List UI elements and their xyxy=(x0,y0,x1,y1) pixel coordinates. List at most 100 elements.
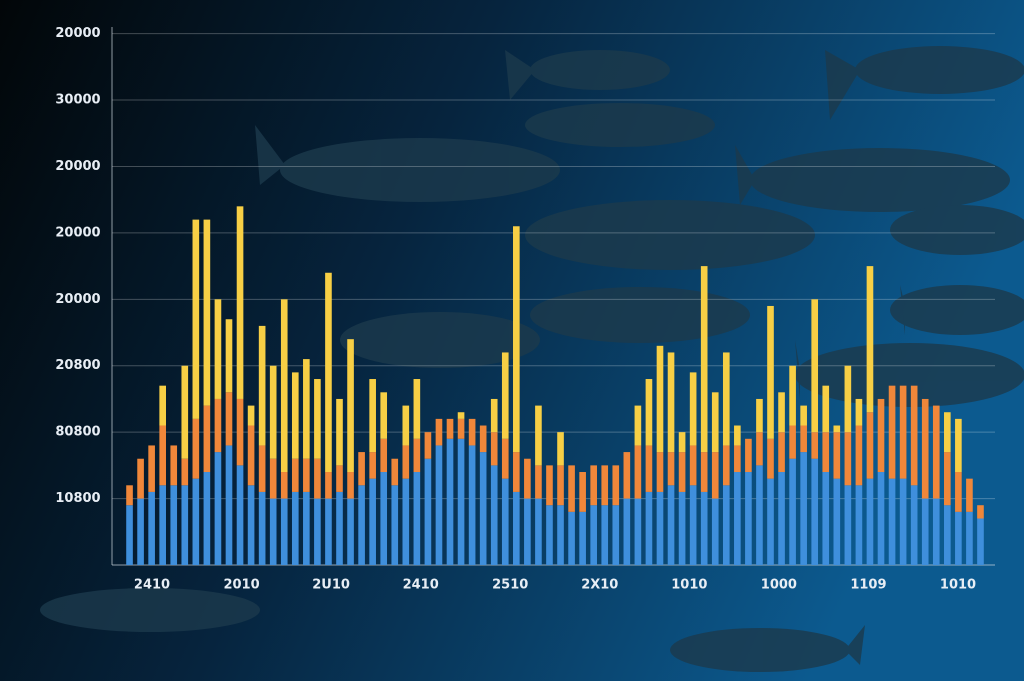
bar-segment xyxy=(955,472,962,512)
bar-segment xyxy=(479,425,487,453)
bar-segment xyxy=(457,412,465,419)
bar-segment xyxy=(678,491,686,565)
bar-segment xyxy=(214,299,222,399)
bar-segment xyxy=(612,505,620,565)
bar-segment xyxy=(170,485,178,565)
bar-segment xyxy=(667,485,675,565)
bar-segment xyxy=(203,219,211,406)
bar-segment xyxy=(557,432,564,466)
bar-segment xyxy=(689,372,697,446)
bar-segment xyxy=(535,498,542,565)
bar-segment xyxy=(236,398,244,466)
bar-segment xyxy=(314,458,321,499)
bar-segment xyxy=(612,465,620,506)
bar-segment xyxy=(126,485,133,506)
bar-segment xyxy=(722,445,730,486)
bar-segment xyxy=(479,452,487,565)
bar-segment xyxy=(347,472,354,499)
bar-segment xyxy=(767,438,774,479)
bar-segment xyxy=(126,505,133,565)
bar-segment xyxy=(800,452,807,565)
bar-segment xyxy=(932,498,940,565)
bar-segment xyxy=(291,458,299,492)
bar-segment xyxy=(291,491,299,565)
bar-segment xyxy=(225,392,233,446)
bar-segment xyxy=(192,418,200,479)
x-tick-label: 1109 xyxy=(850,578,886,593)
bar-segment xyxy=(877,398,885,473)
y-tick-label: 20000 xyxy=(55,159,100,174)
bar-segment xyxy=(468,445,476,565)
bar-segment xyxy=(734,472,741,565)
bar-segment xyxy=(811,458,819,565)
bar-segment xyxy=(844,432,852,486)
bar-segment xyxy=(424,458,432,565)
bar-segment xyxy=(225,319,233,393)
bar-segment xyxy=(380,472,388,565)
x-tick-label: 1000 xyxy=(761,578,797,593)
bar-segment xyxy=(513,491,520,565)
bar-segment xyxy=(159,385,166,426)
bar-segment xyxy=(977,505,984,519)
bar-segment xyxy=(325,472,332,499)
bar-segment xyxy=(303,359,310,459)
bar-segment xyxy=(236,465,244,565)
bar-segment xyxy=(214,398,222,453)
bar-segment xyxy=(590,505,597,565)
bar-segment xyxy=(258,491,266,565)
bar-segment xyxy=(921,398,929,499)
bar-segment xyxy=(557,465,564,506)
bar-segment xyxy=(137,458,144,499)
bar-segment xyxy=(490,432,498,466)
fish-decoration xyxy=(40,46,1024,672)
bar-segment xyxy=(590,465,597,506)
bar-segment xyxy=(369,379,376,453)
bar-segment xyxy=(888,478,896,565)
bar-segment xyxy=(745,438,752,473)
bar-segment xyxy=(811,299,819,433)
bar-segment xyxy=(513,452,520,492)
bar-segment xyxy=(634,405,642,446)
bar-segment xyxy=(446,418,454,439)
bar-segment xyxy=(789,425,796,459)
bar-segment xyxy=(435,418,443,446)
bar-segment xyxy=(778,432,785,473)
bar-segment xyxy=(789,365,796,426)
bar-segment xyxy=(689,445,697,486)
bar-segment xyxy=(358,452,365,486)
bar-segment xyxy=(822,432,830,473)
x-tick-label: 2510 xyxy=(492,578,528,593)
bar-segment xyxy=(369,478,376,565)
bar-segment xyxy=(413,472,421,565)
bar-segment xyxy=(546,465,553,506)
bar-segment xyxy=(844,365,852,433)
bar-segment xyxy=(955,511,962,565)
bar-segment xyxy=(181,458,189,486)
bar-segment xyxy=(557,505,564,565)
bar-segment xyxy=(734,425,741,446)
bar-segment xyxy=(678,452,686,492)
bar-segment xyxy=(203,472,211,565)
bar-segment xyxy=(800,405,807,426)
bar-segment xyxy=(700,452,708,492)
bar-segment xyxy=(700,266,708,453)
bar-segment xyxy=(634,498,642,565)
bar-segment xyxy=(446,438,454,565)
bar-segment xyxy=(855,398,863,426)
y-tick-label: 20000 xyxy=(55,292,100,307)
bar-segment xyxy=(623,498,631,565)
y-tick-label: 20000 xyxy=(55,225,100,240)
bar-segment xyxy=(877,472,885,565)
bar-segment xyxy=(568,511,575,565)
bar-segment xyxy=(457,438,465,565)
bar-segment xyxy=(280,299,288,473)
bar-segment xyxy=(303,458,310,492)
bar-segment xyxy=(358,485,365,565)
bar-segment xyxy=(645,379,653,446)
bar-segment xyxy=(413,379,421,439)
bar-segment xyxy=(258,445,266,492)
bar-segment xyxy=(336,491,343,565)
bar-segment xyxy=(247,425,255,486)
bar-segment xyxy=(833,432,841,479)
